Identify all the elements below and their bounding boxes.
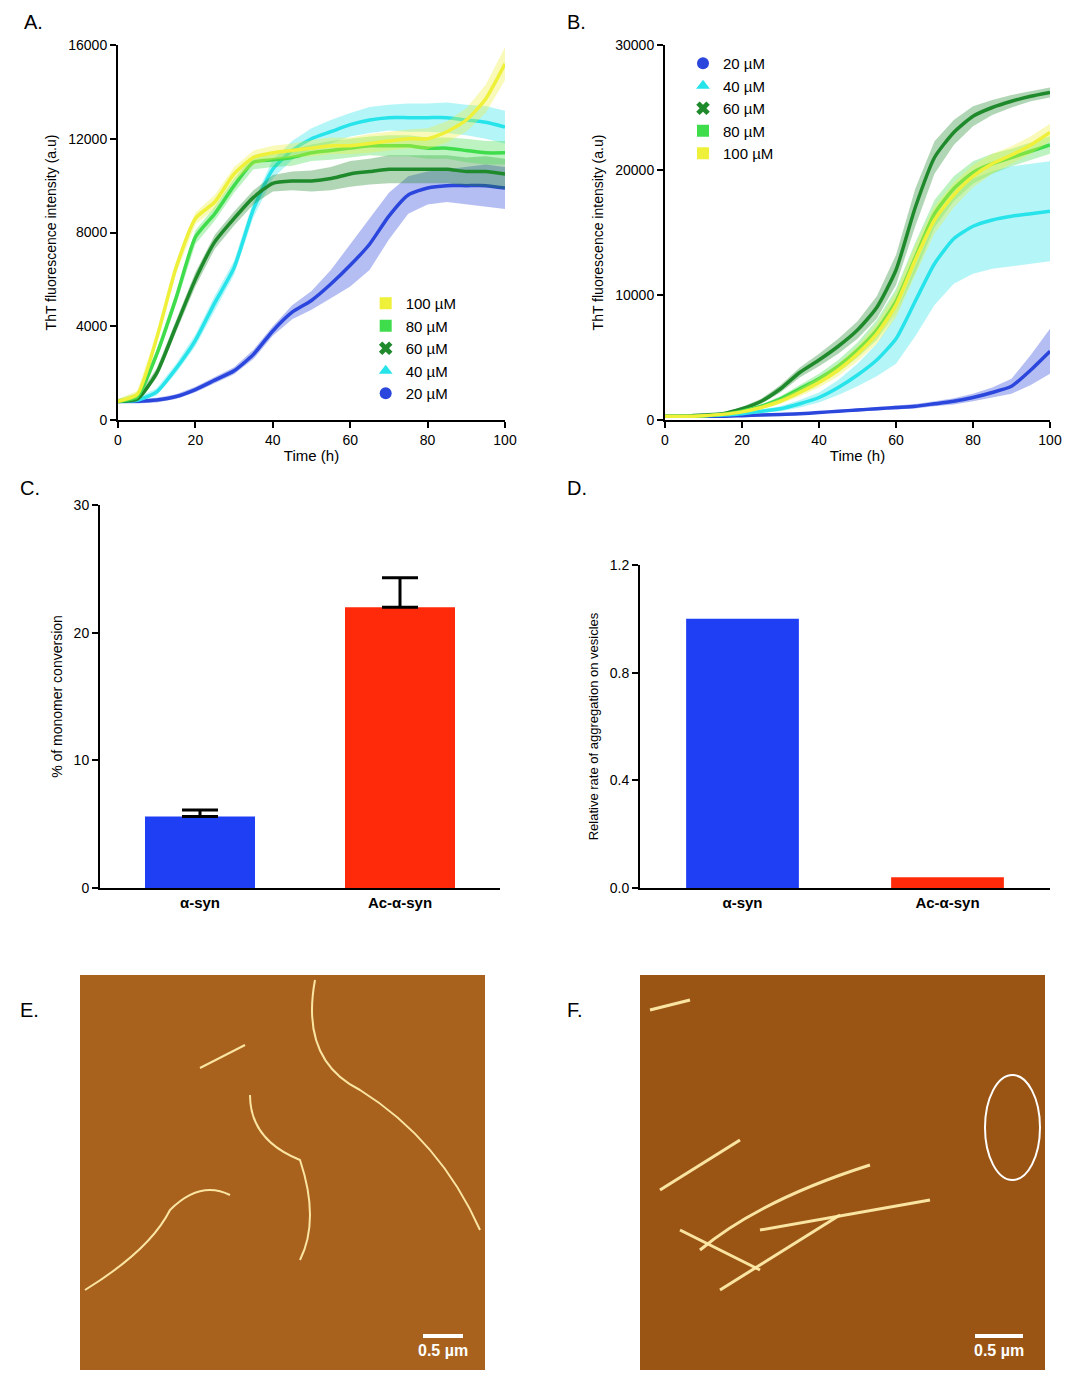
svg-text:10000: 10000 <box>615 287 654 303</box>
svg-text:100 µM: 100 µM <box>406 295 456 312</box>
svg-text:30: 30 <box>74 497 90 513</box>
svg-text:Time (h): Time (h) <box>284 447 339 464</box>
svg-text:0: 0 <box>99 412 107 428</box>
svg-text:10: 10 <box>74 752 90 768</box>
svg-text:8000: 8000 <box>76 224 107 240</box>
svg-text:12000: 12000 <box>68 131 107 147</box>
svg-text:α-syn: α-syn <box>180 894 220 911</box>
svg-text:E.: E. <box>20 999 39 1021</box>
svg-text:B.: B. <box>567 11 586 33</box>
svg-text:20 µM: 20 µM <box>406 385 448 402</box>
svg-text:20000: 20000 <box>615 162 654 178</box>
svg-text:40 µM: 40 µM <box>723 78 765 95</box>
svg-text:16000: 16000 <box>68 37 107 53</box>
svg-text:Relative rate of aggregation o: Relative rate of aggregation on vesicles <box>586 612 601 840</box>
svg-text:ThT fluorescence intensity (a.: ThT fluorescence intensity (a.u) <box>590 135 606 331</box>
svg-text:30000: 30000 <box>615 37 654 53</box>
svg-text:0.8: 0.8 <box>610 665 630 681</box>
svg-text:0: 0 <box>81 880 89 896</box>
svg-text:80: 80 <box>965 432 981 448</box>
svg-text:Ac-α-syn: Ac-α-syn <box>368 894 432 911</box>
svg-text:20: 20 <box>734 432 750 448</box>
svg-text:0: 0 <box>646 412 654 428</box>
svg-text:80: 80 <box>420 432 436 448</box>
svg-text:40: 40 <box>811 432 827 448</box>
svg-text:0.0: 0.0 <box>610 880 630 896</box>
svg-text:1.2: 1.2 <box>610 557 630 573</box>
svg-text:0.4: 0.4 <box>610 772 630 788</box>
svg-text:% of monomer conversion: % of monomer conversion <box>49 615 65 778</box>
svg-text:40: 40 <box>265 432 281 448</box>
svg-text:0: 0 <box>661 432 669 448</box>
svg-text:0.5 µm: 0.5 µm <box>418 1342 468 1359</box>
svg-text:100: 100 <box>493 432 517 448</box>
svg-text:0.5 µm: 0.5 µm <box>974 1342 1024 1359</box>
svg-text:Time (h): Time (h) <box>830 447 885 464</box>
svg-text:C.: C. <box>20 477 40 499</box>
svg-text:A.: A. <box>24 11 43 33</box>
svg-text:Ac-α-syn: Ac-α-syn <box>915 894 979 911</box>
svg-text:100: 100 <box>1038 432 1062 448</box>
svg-text:80 µM: 80 µM <box>406 318 448 335</box>
svg-text:D.: D. <box>567 477 587 499</box>
svg-text:40 µM: 40 µM <box>406 363 448 380</box>
svg-text:α-syn: α-syn <box>722 894 762 911</box>
svg-text:F.: F. <box>567 999 583 1021</box>
svg-text:60: 60 <box>342 432 358 448</box>
svg-text:80 µM: 80 µM <box>723 123 765 140</box>
svg-text:20: 20 <box>188 432 204 448</box>
svg-text:20 µM: 20 µM <box>723 55 765 72</box>
svg-text:60 µM: 60 µM <box>723 100 765 117</box>
svg-text:100 µM: 100 µM <box>723 145 773 162</box>
svg-text:0: 0 <box>114 432 122 448</box>
svg-text:4000: 4000 <box>76 318 107 334</box>
svg-text:ThT fluorescence intensity (a.: ThT fluorescence intensity (a.u) <box>43 135 59 331</box>
svg-text:60: 60 <box>888 432 904 448</box>
svg-text:20: 20 <box>74 625 90 641</box>
svg-text:60 µM: 60 µM <box>406 340 448 357</box>
